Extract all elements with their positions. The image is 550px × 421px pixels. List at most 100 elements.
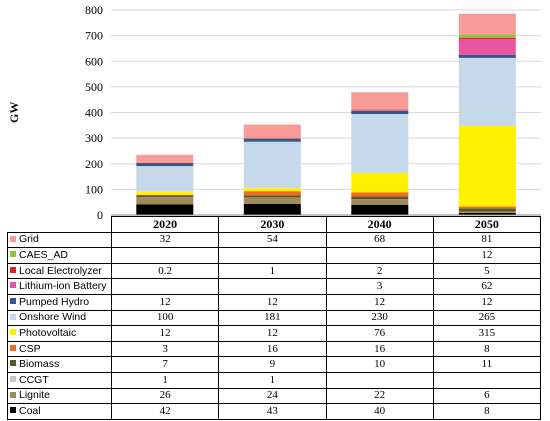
data-label: 24 [218, 387, 327, 405]
legend-swatch [10, 329, 16, 336]
legend-entry: Pumped Hydro [7, 293, 112, 311]
bar-segment [351, 114, 409, 173]
legend-swatch [10, 251, 16, 258]
data-label: 76 [325, 325, 434, 342]
bar-segment [458, 13, 516, 35]
legend-entry: Photovoltaic [7, 325, 112, 342]
data-table: 2020 2030 2040 2050 Grid 32 54 68 81 CAES_AD 1… [7, 216, 542, 420]
bar-segment [351, 109, 409, 111]
legend-swatch [10, 266, 16, 273]
legend-entry: CAES_AD [7, 247, 112, 264]
data-label: 22 [325, 387, 434, 405]
bar-segment [136, 162, 194, 167]
data-label [432, 371, 542, 389]
bar-segment [351, 172, 409, 193]
legend-entry: Onshore Wind [7, 309, 112, 327]
bar-segment [351, 92, 409, 110]
data-label: 12 [432, 293, 542, 311]
tick-label-y: 0 [97, 208, 103, 222]
tick-label-x: 2020 [110, 216, 220, 233]
bar-segment [458, 34, 516, 38]
data-label: 6 [432, 387, 542, 405]
data-label [218, 278, 327, 295]
data-label: 54 [218, 231, 327, 249]
bar-segment [136, 195, 194, 198]
tick-label-y: 500 [85, 80, 103, 94]
data-label: 81 [432, 231, 542, 249]
bar-segment [136, 194, 194, 196]
bar-segment [458, 206, 516, 209]
legend-label: Photovoltaic [19, 326, 77, 339]
data-label: 16 [325, 340, 434, 358]
table-row: CAES_AD 12 [7, 247, 542, 264]
data-label: 1 [218, 371, 327, 389]
data-label: 7 [110, 356, 220, 373]
data-label: 5 [432, 262, 542, 280]
legend-label: Lignite [19, 389, 50, 402]
data-label [218, 247, 327, 264]
bar-segment [458, 37, 516, 39]
table-row: Grid 32 54 68 81 [7, 231, 542, 249]
legend-swatch [10, 360, 16, 367]
legend-label: Lithium-ion Battery [19, 280, 107, 293]
bar-segment [458, 211, 516, 213]
table-row: Pumped Hydro 12 12 12 12 [7, 293, 542, 311]
table-row: Biomass 7 9 10 11 [7, 356, 542, 373]
tick-label-x: 2030 [218, 216, 327, 233]
bar-segment [136, 166, 194, 192]
tick-label-x: 2050 [432, 216, 542, 233]
legend-label: CCGT [19, 373, 49, 386]
bar-segment [351, 192, 409, 197]
bar-segment [243, 195, 301, 198]
table-corner [8, 217, 112, 233]
bar-segment [458, 212, 516, 215]
tick-label-y: 700 [85, 29, 103, 43]
data-label: 26 [110, 387, 220, 405]
table-row: Local Electrolyzer 0.2 1 2 5 [7, 262, 542, 280]
legend-swatch [10, 407, 16, 414]
legend-swatch [10, 344, 16, 351]
data-label: 8 [432, 403, 542, 420]
data-label: 181 [218, 309, 327, 327]
bar-segment [136, 191, 194, 195]
data-label: 43 [218, 403, 327, 420]
bar-segment [243, 138, 301, 142]
data-label: 12 [218, 293, 327, 311]
tick-label-y: 200 [85, 157, 103, 171]
bars [136, 13, 516, 215]
data-label: 1 [110, 371, 220, 389]
stacked-bar-chart: 0 100 200 300 400 500 600 700 800 [85, 3, 541, 222]
data-label: 9 [218, 356, 327, 373]
data-label: 10 [325, 356, 434, 373]
y-axis-label: GW [7, 101, 21, 123]
bar-segment [136, 154, 194, 163]
bar-segment [458, 38, 516, 55]
data-label: 100 [110, 309, 220, 327]
data-label: 230 [325, 309, 434, 327]
bar-segment [351, 196, 409, 200]
data-label: 40 [325, 403, 434, 420]
data-label: 3 [110, 340, 220, 358]
data-label: 3 [325, 278, 434, 295]
data-label: 12 [110, 325, 220, 342]
data-label: 12 [218, 325, 327, 342]
bar-segment [351, 199, 409, 205]
legend-swatch [10, 235, 16, 242]
tick-label-y: 300 [85, 131, 103, 145]
legend-label: Local Electrolyzer [19, 264, 102, 277]
table-row: Photovoltaic 12 12 76 315 [7, 325, 542, 342]
legend-entry: CSP [7, 340, 112, 358]
tick-label-x: 2040 [325, 216, 434, 233]
data-label [110, 278, 220, 295]
legend-label: Biomass [19, 358, 60, 371]
legend-entry: CCGT [7, 371, 112, 389]
bar-segment [458, 125, 516, 207]
legend-swatch [10, 391, 16, 398]
bar-segment [243, 124, 301, 139]
legend-swatch [10, 282, 16, 289]
data-label: 11 [432, 356, 542, 373]
legend-label: Coal [19, 404, 41, 417]
tick-label-y: 800 [85, 3, 103, 17]
data-label: 42 [110, 403, 220, 420]
data-label: 315 [432, 325, 542, 342]
